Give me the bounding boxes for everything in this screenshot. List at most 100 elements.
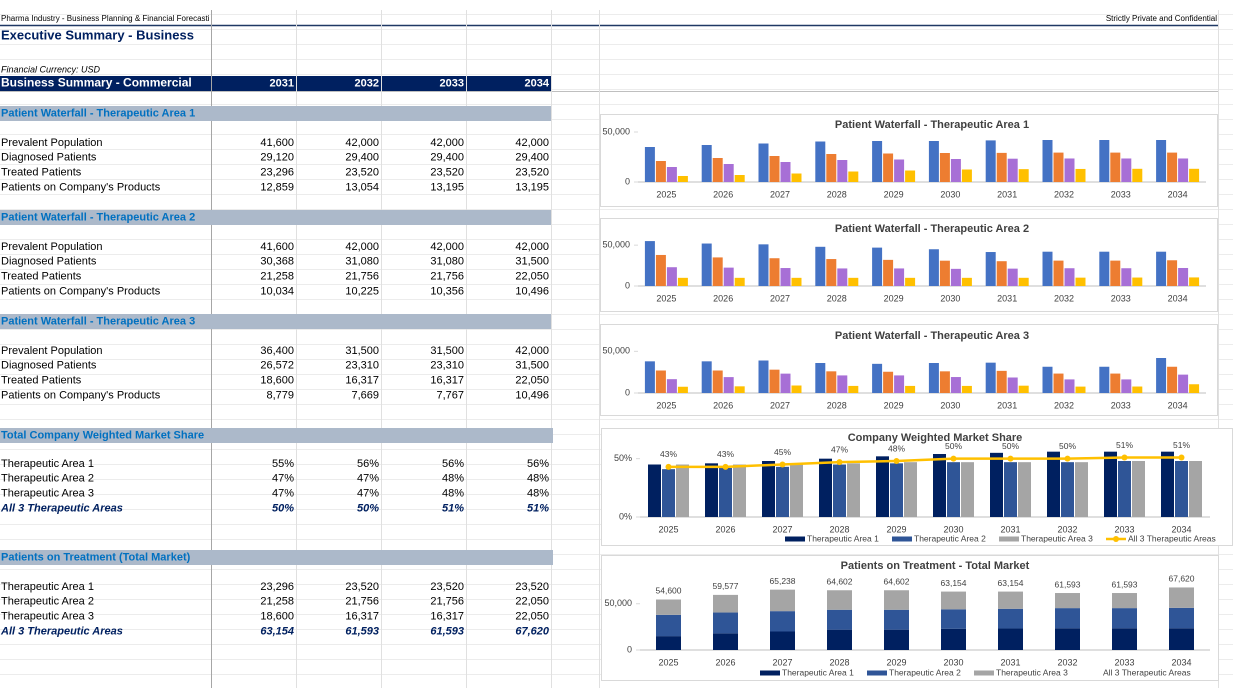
bar <box>1112 593 1137 609</box>
bar <box>666 379 677 393</box>
bar <box>876 456 889 517</box>
cell-value: 13,054 <box>345 181 379 193</box>
bar <box>701 145 712 182</box>
cell-value: 42,000 <box>430 241 464 253</box>
confidential: Strictly Private and Confidential <box>1106 14 1217 23</box>
legend-label: All 3 Therapeutic Areas <box>1128 533 1216 543</box>
bar <box>1132 461 1145 517</box>
x-tick-label: 2029 <box>886 524 906 534</box>
line-point <box>665 463 672 470</box>
bar <box>758 143 769 182</box>
cell-value: 21,258 <box>260 271 294 283</box>
x-tick-label: 2031 <box>997 293 1017 303</box>
cell-value: 16,317 <box>345 611 379 623</box>
cell-value: 23,310 <box>345 360 379 372</box>
bar <box>1018 385 1029 393</box>
bar <box>723 267 734 286</box>
bar <box>905 385 916 393</box>
cell-value: 30,368 <box>260 256 294 268</box>
chart-title: Patient Waterfall - Therapeutic Area 2 <box>835 223 1029 235</box>
chart-title: Patients on Treatment - Total Market <box>841 560 1030 572</box>
bar <box>644 147 655 182</box>
cell-value: 55% <box>272 458 294 470</box>
bar <box>769 156 780 182</box>
bar <box>961 277 972 286</box>
bar <box>780 268 791 286</box>
bar <box>1064 268 1075 286</box>
x-tick-label: 2027 <box>770 293 790 303</box>
bar <box>655 254 666 286</box>
bar <box>884 609 909 630</box>
cell-value: 13,195 <box>515 181 549 193</box>
bar <box>833 464 846 517</box>
x-tick-label: 2029 <box>884 293 904 303</box>
cell-value: 48% <box>527 488 549 500</box>
bar <box>1064 379 1075 393</box>
bar <box>1007 158 1018 182</box>
line-point <box>893 458 900 464</box>
bar <box>712 257 723 286</box>
bar <box>1178 267 1189 286</box>
bar <box>712 370 723 393</box>
cell-value: 10,034 <box>260 285 294 297</box>
bar <box>713 612 738 634</box>
x-tick-label: 2027 <box>772 657 792 667</box>
bar <box>734 386 745 393</box>
bar <box>701 361 712 393</box>
bar <box>790 464 803 517</box>
bar <box>939 371 950 393</box>
data-label: 59,577 <box>713 581 739 591</box>
x-tick-label: 2033 <box>1114 524 1134 534</box>
x-tick-label: 2031 <box>1000 657 1020 667</box>
cell-value: 48% <box>527 473 549 485</box>
cell-value: 23,520 <box>515 581 549 593</box>
bar <box>848 385 859 393</box>
bar <box>1104 451 1117 517</box>
legend-swatch <box>999 536 1019 542</box>
cell-value: 23,310 <box>430 360 464 372</box>
bar <box>1018 277 1029 286</box>
cell-value: 56% <box>527 458 549 470</box>
bar <box>1075 168 1086 182</box>
cell-value: 23,520 <box>430 581 464 593</box>
cell-value: 42,000 <box>515 137 549 149</box>
bar <box>847 463 860 517</box>
sheet-title: Executive Summary - Business <box>1 27 194 42</box>
bar <box>676 464 689 517</box>
bar <box>1075 277 1086 286</box>
row-label: Therapeutic Area 3 <box>1 611 94 623</box>
cell-value: 61,593 <box>430 625 464 637</box>
bar <box>776 466 789 517</box>
bar <box>961 462 974 517</box>
cell-value: 31,080 <box>430 256 464 268</box>
bar <box>883 371 894 393</box>
cell-value: 42,000 <box>430 137 464 149</box>
y-tick-label: 0 <box>627 644 632 654</box>
bar <box>826 259 837 286</box>
section-band <box>0 210 551 225</box>
x-tick-label: 2028 <box>829 657 849 667</box>
row-label: All 3 Therapeutic Areas <box>0 502 123 514</box>
data-label: 48% <box>888 443 905 453</box>
row-label: Diagnosed Patients <box>1 256 97 268</box>
y-tick-label: 50,000 <box>602 346 630 356</box>
data-label: 65,238 <box>770 576 796 586</box>
data-label: 51% <box>1173 440 1190 450</box>
data-label: 54,600 <box>656 586 682 596</box>
row-label: Prevalent Population <box>1 241 103 253</box>
bar <box>837 160 848 182</box>
bar <box>734 277 745 286</box>
cell-value: 22,050 <box>515 611 549 623</box>
cell-value: 10,496 <box>515 285 549 297</box>
bar <box>894 159 905 182</box>
data-label: 50% <box>1002 441 1019 451</box>
bar <box>1018 462 1031 517</box>
bar <box>780 162 791 182</box>
bar <box>1055 608 1080 629</box>
bar <box>928 141 939 182</box>
cell-value: 47% <box>272 473 294 485</box>
bar <box>1169 587 1194 608</box>
bar <box>734 175 745 182</box>
legend-swatch <box>867 670 887 676</box>
